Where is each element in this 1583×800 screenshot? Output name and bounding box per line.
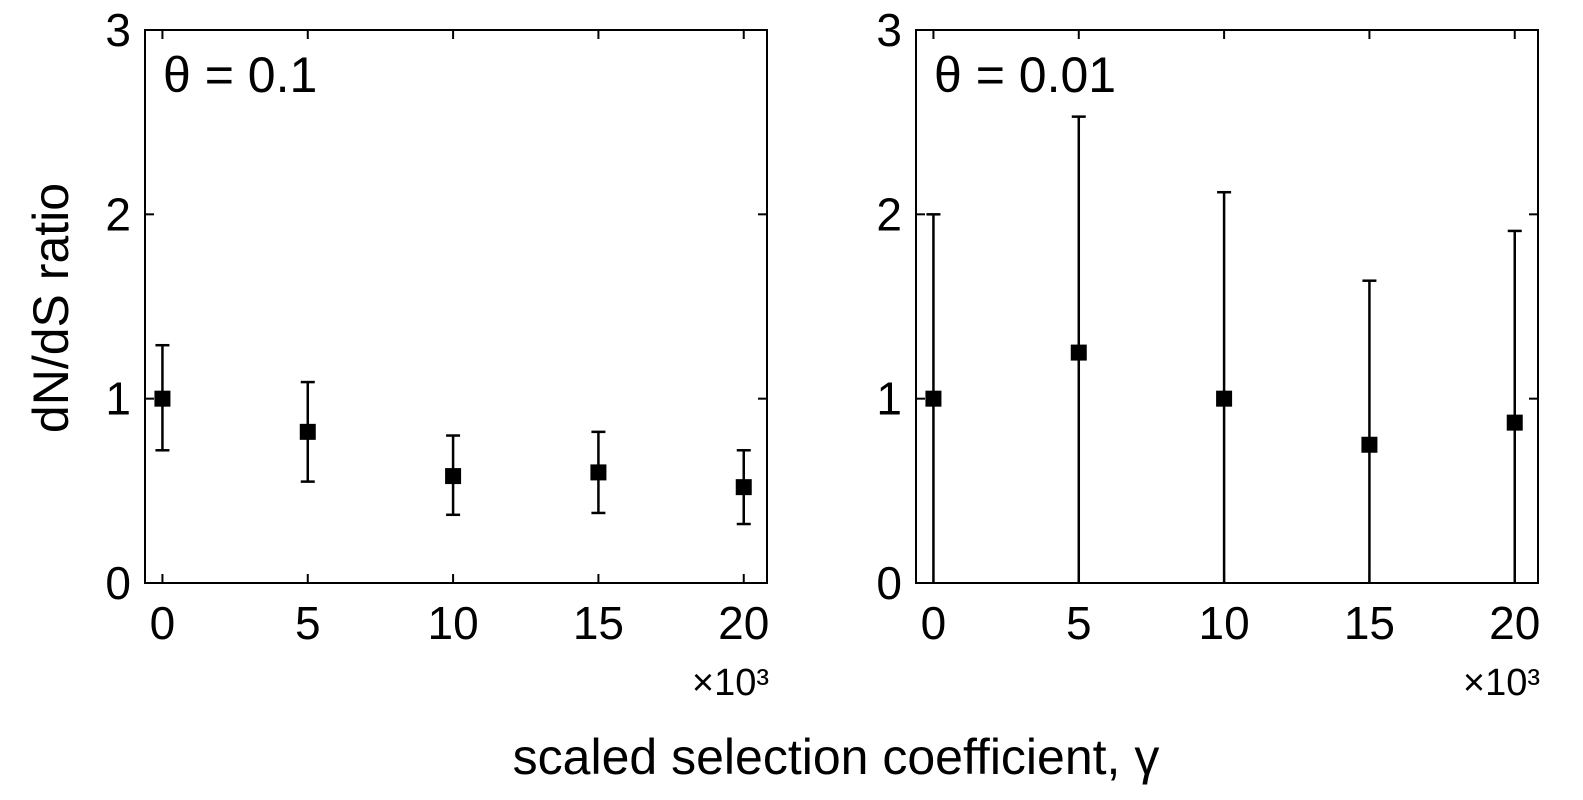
x-axis-label: scaled selection coefficient, γ (513, 729, 1160, 785)
y-tick-label: 0 (105, 557, 131, 609)
x-tick-label: 0 (921, 597, 947, 649)
data-point (590, 464, 607, 481)
data-point (1216, 390, 1233, 407)
y-tick-label: 3 (876, 4, 902, 56)
x-tick-label: 15 (573, 597, 624, 649)
plot-frame (144, 29, 768, 584)
y-tick-label: 1 (876, 373, 902, 425)
x-tick-label: 20 (1489, 597, 1540, 649)
x-multiplier-label: ×10³ (1463, 662, 1540, 704)
x-tick-label: 10 (1199, 597, 1250, 649)
panel-label: θ = 0.01 (934, 47, 1116, 103)
data-point (1070, 344, 1087, 361)
y-tick-label: 0 (876, 557, 902, 609)
x-tick-label: 5 (1066, 597, 1092, 649)
y-tick-label: 2 (876, 188, 902, 240)
y-axis-label: dN/dS ratio (23, 183, 79, 433)
panel-left: 0 1 2 3 0 5 10 15 20 ×10³ θ = 0.1 (105, 4, 769, 704)
data-point (154, 390, 171, 407)
data-point (445, 468, 462, 485)
x-tick-label: 0 (150, 597, 176, 649)
x-tick-label: 20 (718, 597, 769, 649)
data-point (925, 390, 942, 407)
data-point (1506, 414, 1523, 431)
x-multiplier-label: ×10³ (692, 662, 769, 704)
plot-frame (915, 29, 1539, 584)
x-tick-label: 15 (1344, 597, 1395, 649)
data-point (1361, 436, 1378, 453)
y-tick-label: 3 (105, 4, 131, 56)
panel-right: 0 1 2 3 0 5 10 15 20 ×10³ θ = 0.01 (876, 4, 1540, 704)
x-tick-label: 5 (295, 597, 321, 649)
x-tick-label: 10 (428, 597, 479, 649)
data-point (299, 423, 316, 440)
data-point (735, 479, 752, 496)
y-tick-label: 1 (105, 373, 131, 425)
panel-label: θ = 0.1 (163, 47, 317, 103)
y-tick-label: 2 (105, 188, 131, 240)
